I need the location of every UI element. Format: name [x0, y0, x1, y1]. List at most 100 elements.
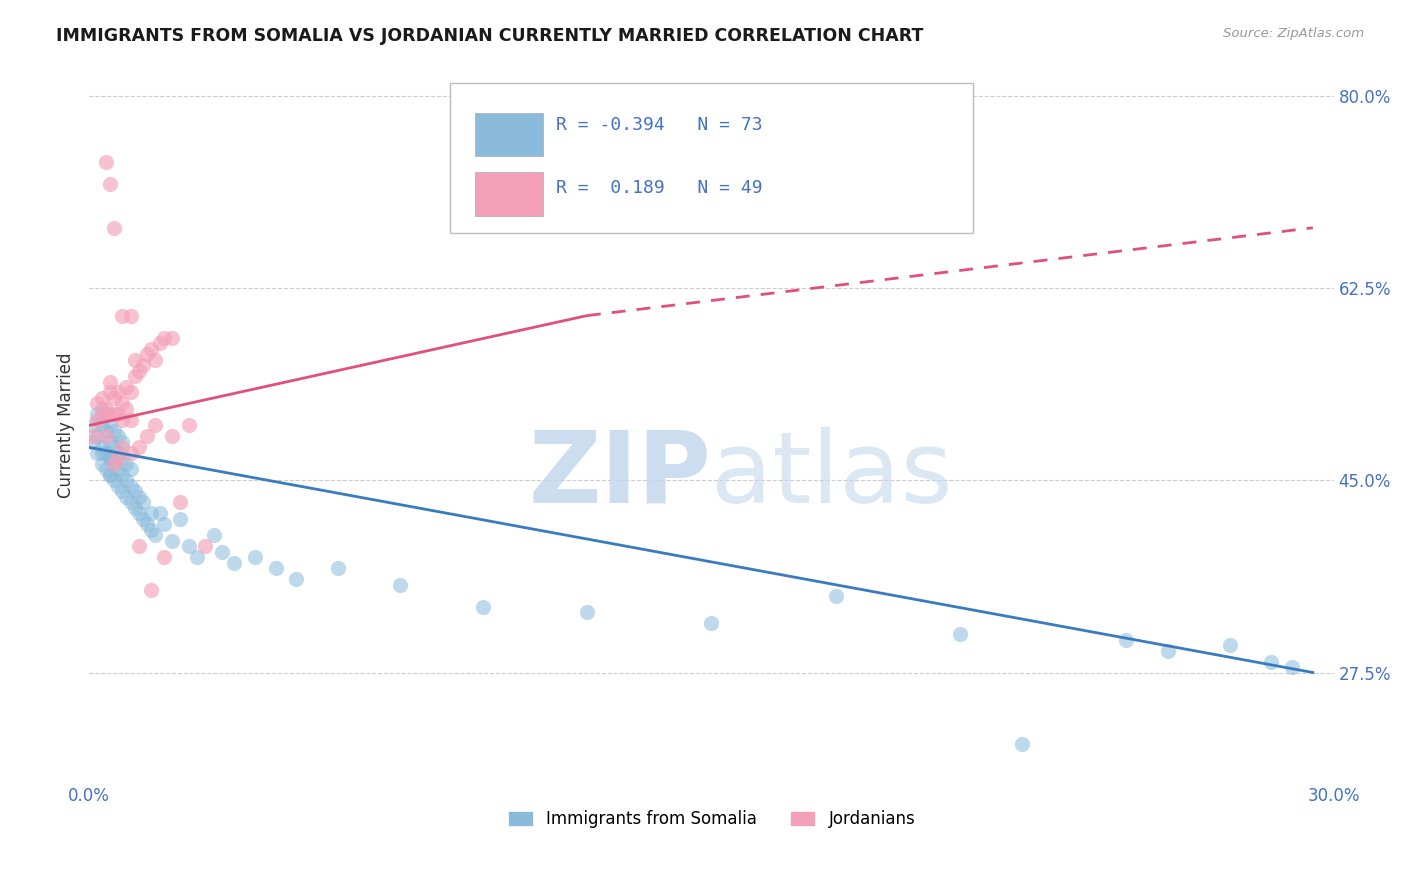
Point: [120, 479, 142, 493]
Point: [700, 616, 723, 631]
Point: [115, 401, 138, 416]
Point: [94, 408, 117, 422]
Point: [115, 490, 138, 504]
Point: [111, 484, 134, 499]
Point: [160, 533, 183, 548]
Point: [243, 550, 266, 565]
Point: [94, 424, 117, 438]
Point: [98, 385, 121, 400]
Point: [111, 467, 134, 482]
Y-axis label: Currently Married: Currently Married: [58, 352, 75, 499]
Point: [177, 539, 200, 553]
Point: [124, 369, 146, 384]
Point: [107, 385, 129, 400]
Point: [115, 474, 138, 488]
Point: [949, 627, 972, 641]
Point: [128, 363, 150, 377]
Point: [107, 451, 129, 466]
Point: [94, 401, 117, 416]
Point: [264, 561, 287, 575]
Point: [149, 336, 172, 351]
Point: [141, 523, 163, 537]
Point: [128, 539, 150, 553]
Point: [86, 413, 108, 427]
Text: ZIP: ZIP: [529, 427, 711, 524]
Point: [111, 441, 134, 455]
Point: [128, 441, 150, 455]
Point: [90, 441, 112, 455]
Point: [98, 375, 121, 389]
Point: [103, 220, 125, 235]
Point: [145, 528, 167, 542]
Point: [103, 457, 125, 471]
Point: [103, 408, 125, 422]
Point: [326, 561, 349, 575]
Point: [86, 396, 108, 410]
Point: [824, 589, 846, 603]
Point: [98, 467, 121, 482]
Point: [136, 517, 159, 532]
Point: [132, 495, 155, 509]
Point: [124, 352, 146, 367]
Point: [111, 309, 134, 323]
Point: [136, 429, 159, 443]
Point: [90, 391, 112, 405]
Point: [128, 490, 150, 504]
Point: [1219, 638, 1241, 652]
Point: [107, 446, 129, 460]
Point: [152, 517, 174, 532]
Point: [82, 418, 104, 433]
Point: [103, 457, 125, 471]
Point: [103, 474, 125, 488]
Point: [98, 434, 121, 449]
Point: [145, 352, 167, 367]
Point: [98, 418, 121, 433]
FancyBboxPatch shape: [475, 112, 543, 156]
Point: [132, 358, 155, 372]
Point: [152, 330, 174, 344]
Point: [111, 396, 134, 410]
Point: [90, 446, 112, 460]
Point: [136, 347, 159, 361]
Point: [120, 495, 142, 509]
Point: [90, 401, 112, 416]
Point: [86, 408, 108, 422]
Point: [141, 583, 163, 598]
Point: [145, 418, 167, 433]
Point: [120, 413, 142, 427]
Point: [211, 545, 233, 559]
Point: [285, 572, 308, 586]
Point: [98, 451, 121, 466]
Point: [472, 599, 495, 614]
Point: [149, 506, 172, 520]
Point: [107, 479, 129, 493]
Point: [120, 385, 142, 400]
Point: [98, 177, 121, 191]
Point: [1115, 632, 1137, 647]
Point: [1011, 737, 1033, 751]
Point: [103, 441, 125, 455]
Point: [98, 451, 121, 466]
Point: [120, 446, 142, 460]
Point: [90, 457, 112, 471]
Point: [94, 462, 117, 476]
Point: [124, 500, 146, 515]
Point: [111, 451, 134, 466]
Point: [202, 528, 225, 542]
Point: [115, 457, 138, 471]
Point: [389, 577, 412, 591]
Point: [169, 495, 191, 509]
Text: atlas: atlas: [711, 427, 953, 524]
Point: [103, 391, 125, 405]
Text: IMMIGRANTS FROM SOMALIA VS JORDANIAN CURRENTLY MARRIED CORRELATION CHART: IMMIGRANTS FROM SOMALIA VS JORDANIAN CUR…: [56, 27, 924, 45]
Point: [98, 408, 121, 422]
Point: [224, 556, 246, 570]
Text: R = -0.394   N = 73: R = -0.394 N = 73: [555, 116, 762, 134]
Point: [107, 429, 129, 443]
Point: [128, 506, 150, 520]
Point: [82, 429, 104, 443]
Point: [90, 408, 112, 422]
Point: [141, 342, 163, 356]
Point: [132, 512, 155, 526]
Point: [141, 506, 163, 520]
